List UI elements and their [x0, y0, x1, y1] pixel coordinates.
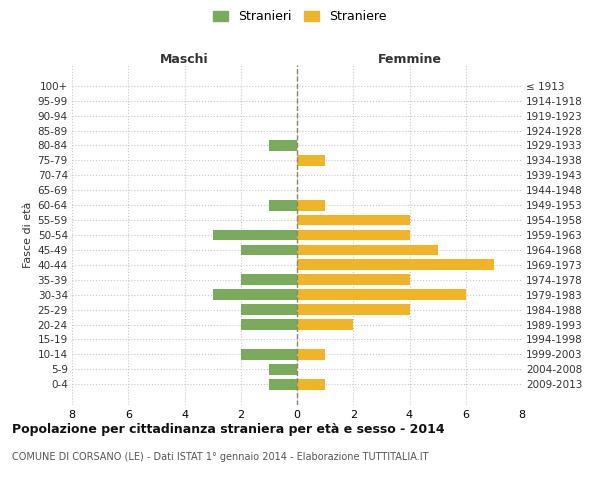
- Legend: Stranieri, Straniere: Stranieri, Straniere: [209, 6, 391, 26]
- Bar: [297, 379, 325, 390]
- Text: Maschi: Maschi: [160, 54, 209, 66]
- Bar: [297, 200, 325, 210]
- Bar: [241, 244, 297, 256]
- Bar: [297, 230, 409, 240]
- Bar: [297, 155, 325, 166]
- Bar: [297, 319, 353, 330]
- Y-axis label: Fasce di età: Fasce di età: [23, 202, 34, 268]
- Bar: [241, 304, 297, 315]
- Bar: [297, 260, 494, 270]
- Bar: [269, 364, 297, 374]
- Bar: [297, 274, 409, 285]
- Bar: [269, 379, 297, 390]
- Bar: [241, 349, 297, 360]
- Bar: [269, 200, 297, 210]
- Bar: [241, 274, 297, 285]
- Bar: [212, 290, 297, 300]
- Bar: [297, 244, 437, 256]
- Bar: [297, 214, 409, 226]
- Bar: [297, 349, 325, 360]
- Text: COMUNE DI CORSANO (LE) - Dati ISTAT 1° gennaio 2014 - Elaborazione TUTTITALIA.IT: COMUNE DI CORSANO (LE) - Dati ISTAT 1° g…: [12, 452, 428, 462]
- Bar: [297, 290, 466, 300]
- Bar: [297, 304, 409, 315]
- Text: Popolazione per cittadinanza straniera per età e sesso - 2014: Popolazione per cittadinanza straniera p…: [12, 422, 445, 436]
- Text: Femmine: Femmine: [377, 54, 442, 66]
- Bar: [212, 230, 297, 240]
- Bar: [269, 140, 297, 151]
- Bar: [241, 319, 297, 330]
